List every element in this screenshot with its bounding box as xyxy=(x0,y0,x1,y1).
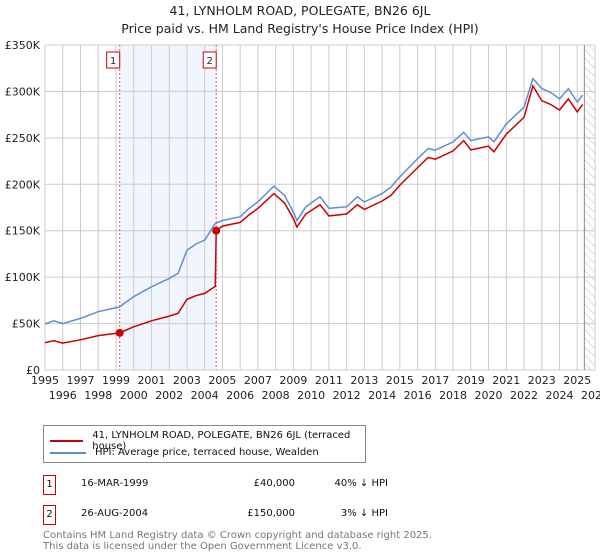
sale-price: £150,000 xyxy=(247,508,295,519)
sale-row: 1 16-MAR-1999 £40,000 40% ↓ HPI xyxy=(43,475,443,495)
x-tick-label: 2010 xyxy=(297,389,325,402)
legend-red-label: 41, LYNHOLM ROAD, POLEGATE, BN26 6JL (te… xyxy=(92,430,351,452)
x-tick-label: 2013 xyxy=(350,374,378,387)
legend-red-line xyxy=(50,440,84,442)
x-tick-label: 1996 xyxy=(49,389,77,402)
footer-line1: Contains HM Land Registry data © Crown c… xyxy=(43,530,432,541)
x-tick-label: 2014 xyxy=(368,389,396,402)
y-tick-label: £100K xyxy=(5,271,41,284)
sale-point xyxy=(212,226,221,235)
x-tick-label: 2019 xyxy=(457,374,485,387)
legend: 41, LYNHOLM ROAD, POLEGATE, BN26 6JL (te… xyxy=(43,425,366,463)
y-tick-label: £350K xyxy=(5,39,41,52)
sale-marker-badge xyxy=(106,51,121,69)
sale-hpi-diff: 3% ↓ HPI xyxy=(340,508,388,519)
sale-marker-label: 1 xyxy=(110,56,116,67)
x-tick-label: 2006 xyxy=(226,389,254,402)
sale-date: 26-AUG-2004 xyxy=(81,508,149,519)
y-tick-label: £150K xyxy=(5,225,41,238)
y-tick-label: £50K xyxy=(12,318,41,331)
legend-blue-line xyxy=(50,451,86,454)
legend-blue-label: HPI: Average price, terraced house, Weal… xyxy=(95,447,319,458)
sale-badge: 2 xyxy=(43,505,56,525)
x-tick-label: 2026 xyxy=(581,389,600,402)
footer: Contains HM Land Registry data © Crown c… xyxy=(43,530,432,552)
x-tick-label: 2021 xyxy=(492,374,520,387)
x-tick-label: 2011 xyxy=(315,374,343,387)
chart-title: 41, LYNHOLM ROAD, POLEGATE, BN26 6JL xyxy=(169,3,431,18)
x-tick-label: 2017 xyxy=(421,374,449,387)
x-tick-label: 2004 xyxy=(191,389,219,402)
x-tick-label: 2018 xyxy=(439,389,467,402)
x-tick-label: 2012 xyxy=(333,389,361,402)
chart-subtitle: Price paid vs. HM Land Registry's House … xyxy=(121,21,479,36)
x-tick-label: 2022 xyxy=(510,389,538,402)
sale-marker-label: 2 xyxy=(207,56,213,67)
footer-line2: This data is licensed under the Open Gov… xyxy=(43,541,362,552)
sale-hpi-diff: 40% ↓ HPI xyxy=(334,478,388,489)
sale-row: 2 26-AUG-2004 £150,000 3% ↓ HPI xyxy=(43,505,443,525)
x-tick-label: 2020 xyxy=(475,389,503,402)
x-tick-label: 2008 xyxy=(262,389,290,402)
x-tick-label: 2016 xyxy=(404,389,432,402)
y-tick-label: £0 xyxy=(26,364,40,377)
x-tick-label: 2025 xyxy=(563,374,591,387)
x-tick-label: 2024 xyxy=(546,389,574,402)
x-tick-label: 2002 xyxy=(155,389,183,402)
x-tick-label: 2007 xyxy=(244,374,272,387)
x-tick-label: 2005 xyxy=(208,374,236,387)
x-tick-label: 2023 xyxy=(528,374,556,387)
x-tick-label: 1998 xyxy=(84,389,112,402)
x-tick-label: 1995 xyxy=(31,374,59,387)
x-tick-label: 2003 xyxy=(173,374,201,387)
x-tick-label: 1997 xyxy=(66,374,94,387)
x-tick-label: 1999 xyxy=(102,374,130,387)
y-tick-label: £200K xyxy=(5,178,41,191)
price-paid-line xyxy=(44,84,584,344)
sale-badge: 1 xyxy=(43,475,56,495)
sale-marker-badge xyxy=(202,51,217,69)
sale-price: £40,000 xyxy=(253,478,295,489)
x-tick-label: 2009 xyxy=(279,374,307,387)
x-tick-label: 2000 xyxy=(120,389,148,402)
y-tick-label: £250K xyxy=(5,132,41,145)
x-tick-label: 2015 xyxy=(386,374,414,387)
future-hatch xyxy=(584,45,595,370)
plot-area: 1995 1996 1997 1998 1999 2000 2001 2002 2003 2004… xyxy=(5,39,600,402)
hpi-line xyxy=(44,77,584,325)
sale-date: 16-MAR-1999 xyxy=(81,478,149,489)
x-tick-label: 2001 xyxy=(137,374,165,387)
sale-point xyxy=(115,328,124,337)
y-tick-label: £300K xyxy=(5,85,41,98)
